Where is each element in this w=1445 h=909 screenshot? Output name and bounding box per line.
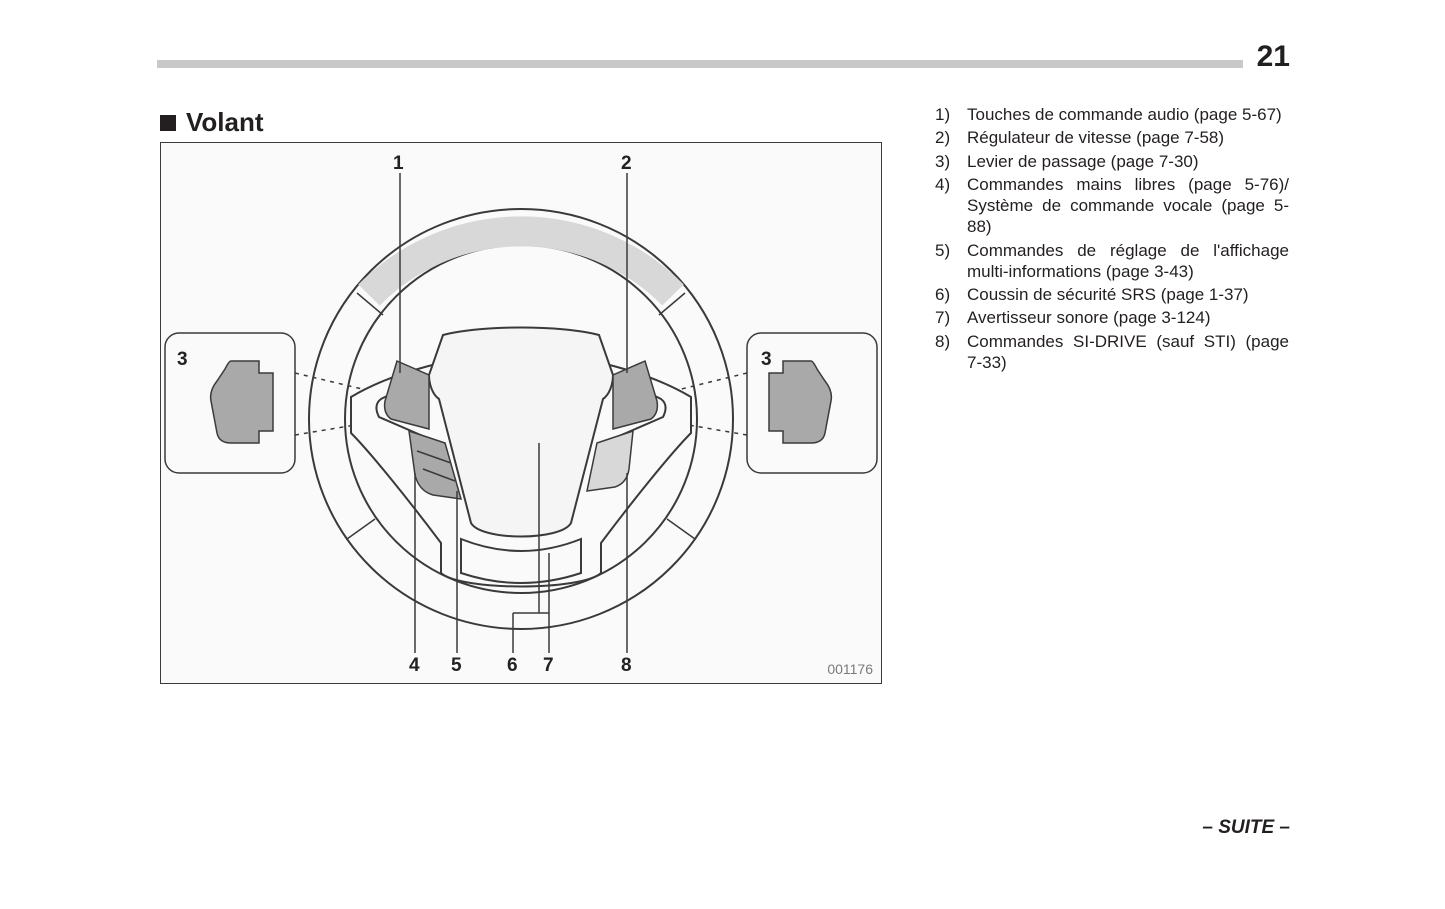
section-title: Volant: [160, 107, 264, 138]
callout-row: 3)Levier de passage (page 7-30): [935, 151, 1289, 172]
callout-text: Touches de commande audio (page 5-67): [967, 104, 1289, 125]
callout-num: 4): [935, 174, 967, 238]
callout-text: Coussin de sécurité SRS (page 1-37): [967, 284, 1289, 305]
diagram-label-2: 2: [621, 153, 632, 175]
callout-num: 1): [935, 104, 967, 125]
figure-code: 001176: [827, 661, 873, 677]
section-title-text: Volant: [186, 107, 264, 137]
callout-num: 7): [935, 307, 967, 328]
callout-row: 4)Commandes mains libres (page 5-76)/ Sy…: [935, 174, 1289, 238]
callout-row: 2)Régulateur de vitesse (page 7-58): [935, 127, 1289, 148]
callout-text: Avertisseur sonore (page 3-124): [967, 307, 1289, 328]
callout-row: 6)Coussin de sécurité SRS (page 1-37): [935, 284, 1289, 305]
steering-wheel-figure: 1 2 3 3 4 5 6 7 8 001176: [160, 142, 882, 684]
callout-row: 1)Touches de commande audio (page 5-67): [935, 104, 1289, 125]
top-rule: [157, 60, 1243, 68]
callout-num: 2): [935, 127, 967, 148]
callout-text: Commandes SI-DRIVE (sauf STI) (page 7-33…: [967, 331, 1289, 374]
diagram-label-8: 8: [621, 655, 632, 677]
callout-list: 1)Touches de commande audio (page 5-67) …: [935, 104, 1289, 375]
steering-wheel-svg: [161, 143, 881, 683]
callout-row: 8)Commandes SI-DRIVE (sauf STI) (page 7-…: [935, 331, 1289, 374]
callout-num: 3): [935, 151, 967, 172]
callout-row: 7)Avertisseur sonore (page 3-124): [935, 307, 1289, 328]
diagram-label-5: 5: [451, 655, 462, 677]
diagram-label-3-left: 3: [177, 349, 188, 371]
diagram-label-3-right: 3: [761, 349, 772, 371]
diagram-label-6: 6: [507, 655, 518, 677]
callout-text: Commandes mains libres (page 5-76)/ Syst…: [967, 174, 1289, 238]
callout-text: Levier de passage (page 7-30): [967, 151, 1289, 172]
callout-text: Régulateur de vitesse (page 7-58): [967, 127, 1289, 148]
diagram-label-7: 7: [543, 655, 554, 677]
footer-continuation: – SUITE –: [1202, 817, 1290, 839]
diagram-label-4: 4: [409, 655, 420, 677]
callout-num: 8): [935, 331, 967, 374]
diagram-label-1: 1: [393, 153, 404, 175]
page: 21 Volant: [0, 0, 1445, 909]
callout-row: 5)Commandes de réglage de l'affichage mu…: [935, 240, 1289, 283]
page-number: 21: [1257, 40, 1290, 74]
bullet-square-icon: [160, 115, 176, 131]
callout-text: Commandes de réglage de l'affichage mult…: [967, 240, 1289, 283]
callout-num: 5): [935, 240, 967, 283]
callout-num: 6): [935, 284, 967, 305]
